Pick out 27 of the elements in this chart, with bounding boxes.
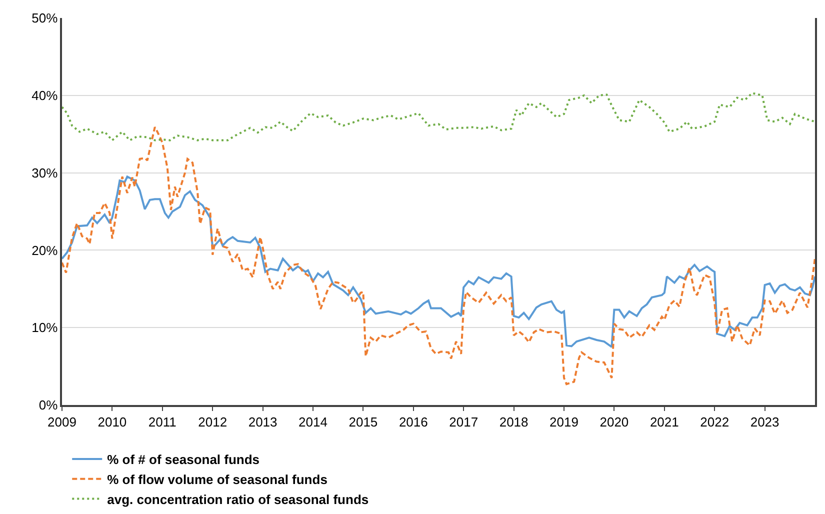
- line-series: [62, 126, 815, 386]
- x-tick-label: 2012: [198, 414, 228, 430]
- x-tick-label: 2011: [148, 414, 176, 430]
- x-tick-label: 2023: [750, 414, 780, 430]
- y-tick-label: 50%: [32, 10, 58, 26]
- y-tick-label: 10%: [32, 320, 58, 336]
- x-tick-label: 2017: [449, 414, 478, 430]
- legend-label: % of # of seasonal funds: [107, 452, 260, 468]
- line-series: [62, 92, 815, 142]
- x-tick-label: 2016: [398, 414, 428, 430]
- x-tick-label: 2019: [550, 414, 578, 430]
- x-tick-label: 2014: [298, 414, 328, 430]
- x-tick-label: 2010: [98, 414, 127, 430]
- x-tick-label: 2015: [348, 414, 378, 430]
- x-tick-label: 2020: [600, 414, 629, 430]
- x-tick-label: 2009: [48, 414, 76, 430]
- x-tick-label: 2021: [650, 414, 679, 430]
- line-series: [62, 176, 815, 348]
- legend-label: % of flow volume of seasonal funds: [107, 472, 328, 487]
- x-tick-label: 2022: [700, 414, 730, 430]
- y-tick-label: 40%: [32, 88, 58, 103]
- legend-label: avg. concentration ratio of seasonal funds: [107, 492, 369, 507]
- x-tick-label: 2018: [499, 414, 528, 430]
- x-tick-label: 2013: [248, 414, 278, 430]
- y-tick-label: 30%: [32, 165, 58, 180]
- y-tick-label: 0%: [38, 398, 58, 413]
- y-tick-label: 20%: [32, 242, 58, 258]
